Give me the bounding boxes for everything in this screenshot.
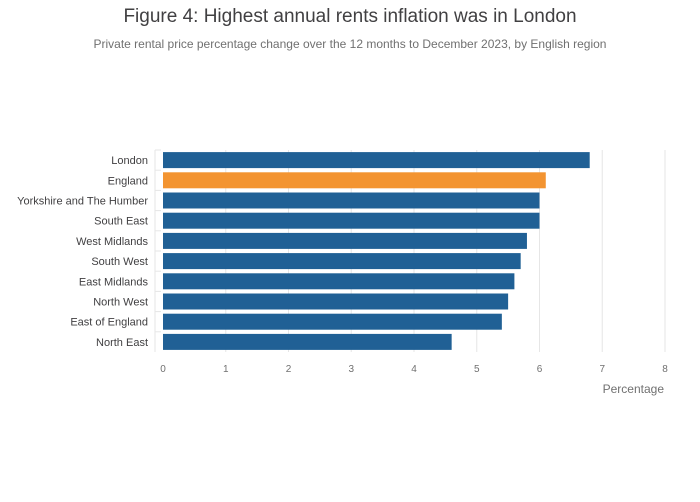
x-tick-label: 1 [223, 364, 229, 375]
category-label: North West [93, 297, 148, 309]
bar-north-west[interactable] [163, 293, 509, 310]
x-tick-label: 5 [474, 364, 480, 375]
category-label: London [111, 155, 148, 167]
category-label: West Midlands [76, 236, 148, 248]
category-label: England [108, 175, 148, 187]
x-tick-label: 3 [348, 364, 354, 375]
category-label: East of England [70, 317, 148, 329]
x-tick-label: 7 [599, 364, 605, 375]
bar-london[interactable] [163, 152, 590, 169]
category-label: Yorkshire and The Humber [17, 196, 148, 208]
bar-yorkshire-and-the-humber[interactable] [163, 192, 540, 209]
bar-england[interactable] [163, 172, 546, 189]
x-tick-label: 0 [160, 364, 166, 375]
bar-east-of-england[interactable] [163, 313, 502, 330]
bar-west-midlands[interactable] [163, 232, 527, 249]
chart-subtitle: Private rental price percentage change o… [93, 37, 607, 51]
x-tick-label: 8 [662, 364, 668, 375]
bars [163, 152, 590, 350]
category-label: North East [96, 337, 148, 349]
category-label: South East [94, 216, 148, 228]
bar-north-east[interactable] [163, 333, 452, 350]
category-label: South West [91, 256, 148, 268]
bar-south-west[interactable] [163, 253, 521, 270]
chart-title: Figure 4: Highest annual rents inflation… [123, 6, 577, 27]
category-labels: London England Yorkshire and The Humber Sou… [17, 155, 148, 349]
bar-south-east[interactable] [163, 212, 540, 229]
x-tick-label: 2 [286, 364, 292, 375]
x-axis-title: Percentage [603, 382, 665, 396]
x-tick-labels: 0 1 2 3 4 5 6 7 8 [160, 364, 668, 375]
category-label: East Midlands [79, 276, 149, 288]
x-tick-label: 6 [537, 364, 543, 375]
bar-east-midlands[interactable] [163, 273, 515, 290]
x-tick-label: 4 [411, 364, 417, 375]
